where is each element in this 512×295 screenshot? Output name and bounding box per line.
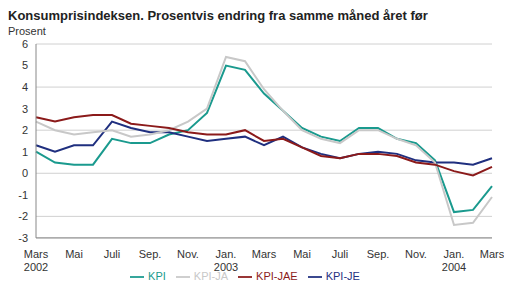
svg-text:-2: -2 [18,210,28,222]
svg-text:5: 5 [22,59,28,71]
svg-text:Jan.: Jan. [216,248,237,260]
html-text:Prosent: Prosent [8,25,46,37]
html-text:KPI-JAE: KPI-JAE [256,269,298,282]
svg-text:-1: -1 [18,189,28,201]
svg-text:Nov.: Nov. [177,248,199,260]
svg-text:Juli: Juli [104,248,121,260]
svg-text:Mai: Mai [293,248,311,260]
html-text:KPI-JE: KPI-JE [325,269,360,282]
svg-text:2: 2 [22,124,28,136]
svg-text:Mai: Mai [65,248,83,260]
svg-text:Sep.: Sep. [139,248,162,260]
svg-text:Mars: Mars [24,248,49,260]
svg-text:2003: 2003 [214,261,238,273]
html-text:KPI: KPI [148,269,166,282]
svg-text:Jan.: Jan. [444,248,465,260]
svg-text:2004: 2004 [442,261,466,273]
svg-text:Sep.: Sep. [367,248,390,260]
svg-text:1: 1 [22,146,28,158]
svg-text:-3: -3 [18,232,28,244]
html-text:KPI-JA: KPI-JA [193,269,229,282]
svg-text:3: 3 [22,103,28,115]
svg-text:Nov.: Nov. [405,248,427,260]
svg-text:0: 0 [22,167,28,179]
svg-text:Mars: Mars [480,248,504,260]
svg-text:Mars: Mars [252,248,277,260]
html-text:Konsumprisindeksen. Prosentvis: Konsumprisindeksen. Prosentvis endring f… [8,8,428,23]
svg-text:2002: 2002 [24,261,48,273]
svg-text:4: 4 [22,81,28,93]
svg-text:6: 6 [22,38,28,50]
svg-text:Juli: Juli [332,248,349,260]
